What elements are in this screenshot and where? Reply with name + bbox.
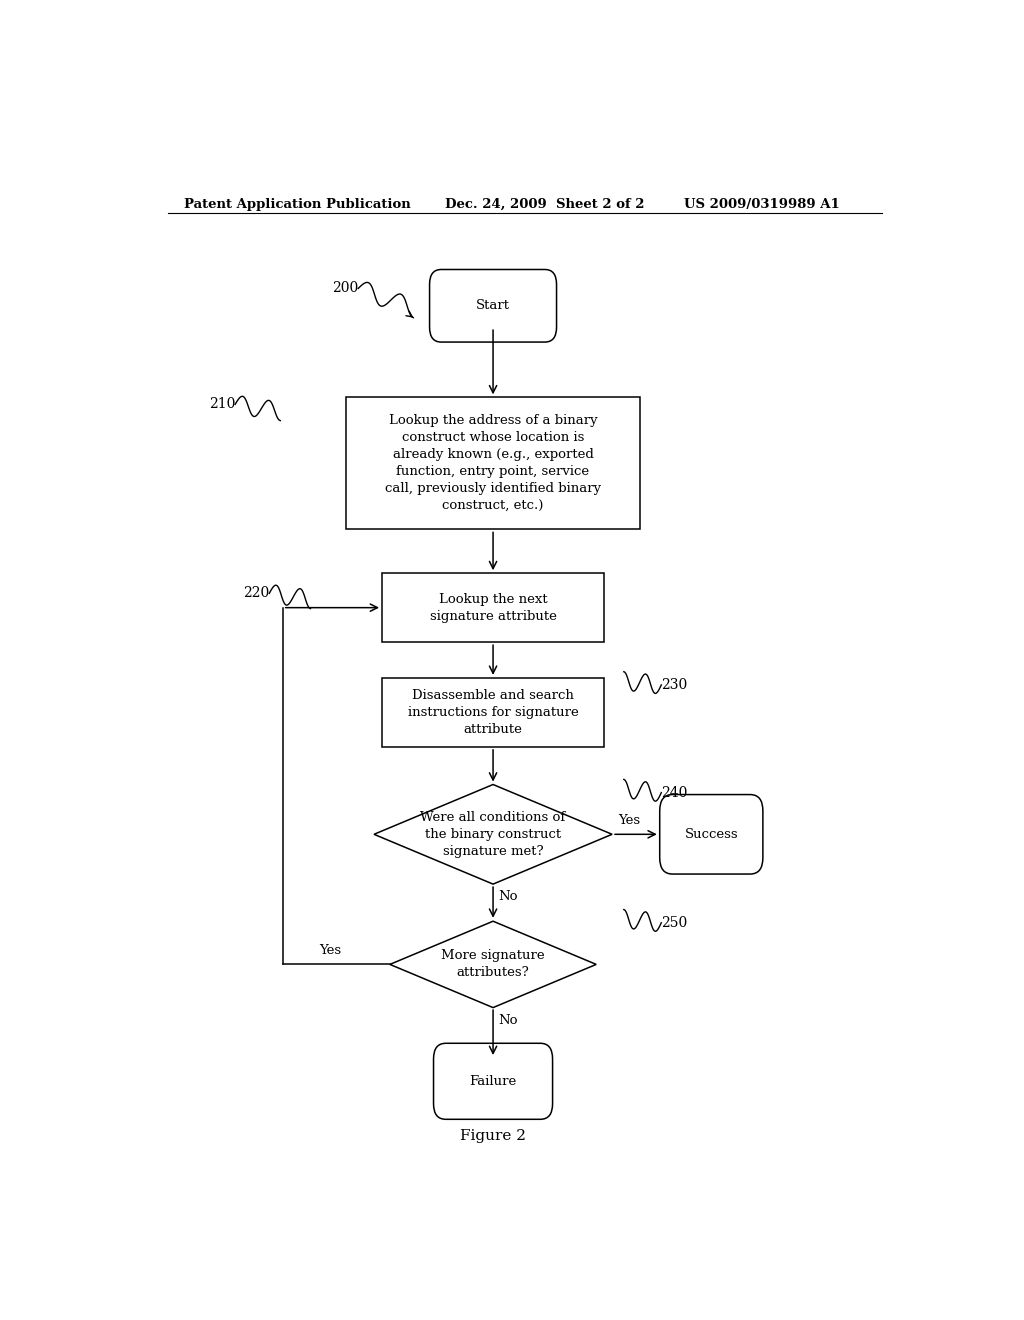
Text: 250: 250 <box>662 916 687 929</box>
FancyBboxPatch shape <box>430 269 557 342</box>
FancyBboxPatch shape <box>433 1043 553 1119</box>
Text: More signature
attributes?: More signature attributes? <box>441 949 545 979</box>
Text: 210: 210 <box>209 397 236 412</box>
Polygon shape <box>390 921 596 1007</box>
Text: Yes: Yes <box>319 944 341 957</box>
Text: Lookup the address of a binary
construct whose location is
already known (e.g., : Lookup the address of a binary construct… <box>385 414 601 512</box>
Text: Patent Application Publication: Patent Application Publication <box>183 198 411 211</box>
Text: No: No <box>498 1014 517 1027</box>
Text: 240: 240 <box>662 785 688 800</box>
Text: Dec. 24, 2009  Sheet 2 of 2: Dec. 24, 2009 Sheet 2 of 2 <box>445 198 645 211</box>
Text: Lookup the next
signature attribute: Lookup the next signature attribute <box>430 593 556 623</box>
Text: Failure: Failure <box>469 1074 517 1088</box>
Text: 220: 220 <box>243 586 269 601</box>
Text: No: No <box>498 890 517 903</box>
Text: 200: 200 <box>332 281 358 296</box>
Text: Success: Success <box>684 828 738 841</box>
FancyBboxPatch shape <box>659 795 763 874</box>
Text: Were all conditions of
the binary construct
signature met?: Were all conditions of the binary constr… <box>421 810 565 858</box>
Text: 230: 230 <box>662 678 687 692</box>
Text: Disassemble and search
instructions for signature
attribute: Disassemble and search instructions for … <box>408 689 579 735</box>
Text: Yes: Yes <box>618 814 641 828</box>
Bar <box>382 677 604 747</box>
Bar <box>382 573 604 643</box>
Text: Start: Start <box>476 300 510 313</box>
Bar <box>346 397 640 529</box>
Polygon shape <box>374 784 612 884</box>
Text: US 2009/0319989 A1: US 2009/0319989 A1 <box>684 198 840 211</box>
Text: Figure 2: Figure 2 <box>460 1129 526 1143</box>
